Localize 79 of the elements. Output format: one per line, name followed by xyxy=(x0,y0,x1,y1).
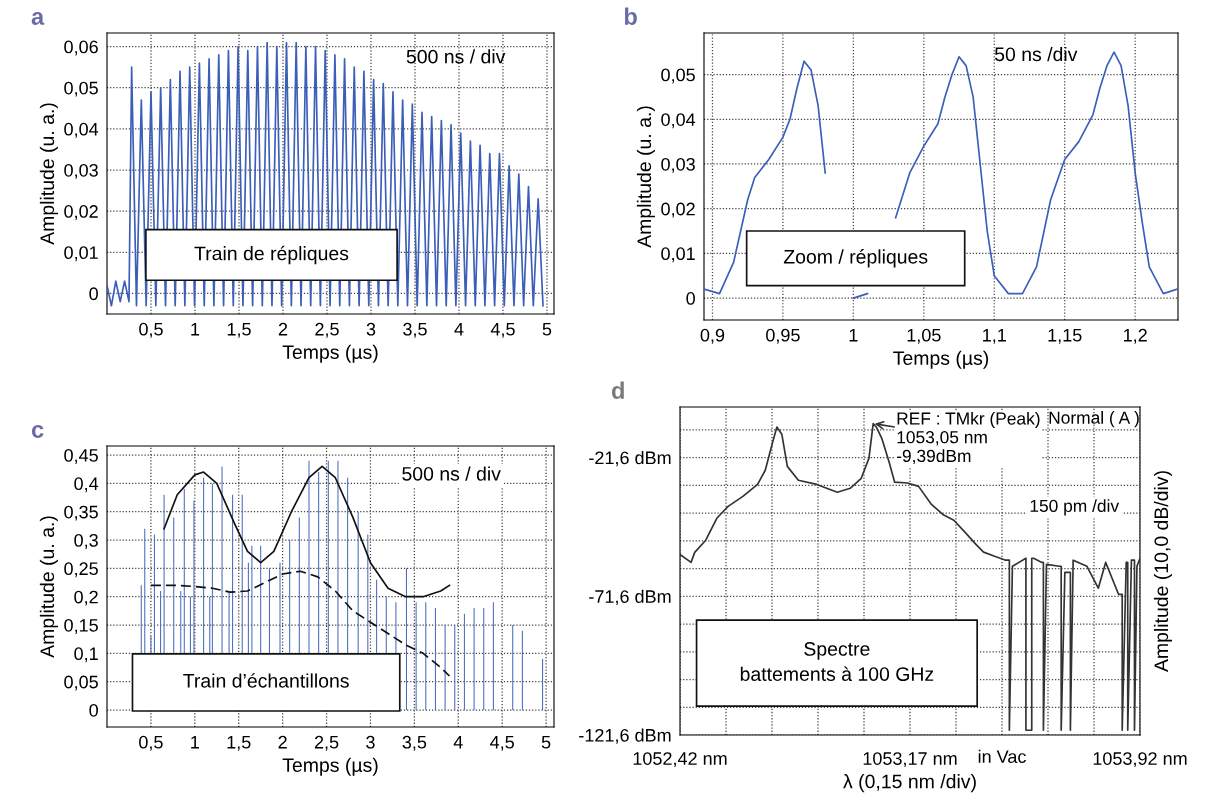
x-tick-label: 4 xyxy=(453,736,463,749)
y-axis-title: Amplitude (u. a.) xyxy=(39,103,58,245)
x-tick-label: 2 xyxy=(278,322,288,336)
annotation: 500 ns / div xyxy=(406,49,506,64)
x-tick-label: 3,5 xyxy=(402,735,427,751)
y-tick-label: 0,05 xyxy=(64,675,98,691)
chart-title: d xyxy=(611,381,624,399)
x-tick-label: 0,5 xyxy=(139,735,163,751)
x-axis-title: Temps (µs) xyxy=(282,344,378,363)
x-tick-label: 4,5 xyxy=(490,736,514,751)
y-tick-label: 0,15 xyxy=(64,618,98,634)
x-tick-label: 1053,92 nm xyxy=(1093,752,1187,768)
text: in Vac xyxy=(978,749,1026,764)
y-tick-label: 0,45 xyxy=(64,449,98,464)
x-tick-label: 3,5 xyxy=(403,322,427,338)
x-tick-label: 1,5 xyxy=(227,736,251,751)
y-tick-label: 0,02 xyxy=(661,202,695,218)
annotation: REF : TMkr (Peak) 1053,05 nm -9,39dBm xyxy=(896,411,1040,465)
x-tick-label: 1053,17 nm xyxy=(863,752,957,768)
x-tick-label: 1 xyxy=(191,323,200,336)
y-tick-label: 0,01 xyxy=(64,246,98,262)
annotation: 150 pm /div xyxy=(1030,499,1120,516)
y-tick-label: 0,4 xyxy=(74,477,99,493)
y-tick-label: 0,1 xyxy=(74,647,98,663)
y-tick-label: 0,25 xyxy=(64,562,98,578)
chart-title: c xyxy=(31,424,44,438)
annotation: Train d’échantillons xyxy=(183,673,349,688)
chart-title: a xyxy=(31,11,45,25)
y-tick-label: 0 xyxy=(686,292,695,305)
y-axis-title: Amplitude (u. a.) xyxy=(39,516,58,658)
annotation: Zoom / répliques xyxy=(783,249,928,268)
y-tick-label: 0,06 xyxy=(64,40,98,56)
annotation: Normal ( A ) xyxy=(1049,411,1139,428)
y-tick-label: 0,03 xyxy=(661,157,695,173)
x-tick-label: 1,05 xyxy=(907,328,941,344)
x-tick-label: 1 xyxy=(191,736,199,749)
annotation: 500 ns / div xyxy=(402,466,501,481)
x-tick-label: 5 xyxy=(541,736,551,749)
x-tick-label: 1,1 xyxy=(983,329,1006,344)
y-tick-label: -71,6 dBm xyxy=(589,589,671,606)
y-axis-title: Amplitude (10,0 dB/div) xyxy=(1153,471,1173,673)
x-tick-label: 2,5 xyxy=(314,735,339,751)
x-axis-title: λ (0,15 nm /div) xyxy=(843,774,976,793)
x-tick-label: 0,9 xyxy=(700,328,725,344)
annotation: Train de répliques xyxy=(194,245,349,265)
x-tick-label: 5 xyxy=(542,323,552,336)
x-tick-label: 1,2 xyxy=(1123,328,1147,344)
x-tick-label: 2,5 xyxy=(315,322,339,338)
annotation: Spectre battements à 100 GHz xyxy=(740,642,934,681)
y-tick-label: 0,01 xyxy=(661,247,695,263)
y-tick-label: 0,05 xyxy=(661,68,695,84)
y-axis-title: Amplitude (u. a.) xyxy=(636,106,655,248)
x-tick-label: 1,15 xyxy=(1048,329,1082,344)
x-tick-label: 4,5 xyxy=(490,323,515,338)
y-tick-label: 0,04 xyxy=(661,113,696,129)
y-tick-label: 0,04 xyxy=(64,122,99,138)
y-tick-label: -121,6 dBm xyxy=(579,728,671,744)
y-tick-label: 0,3 xyxy=(74,533,98,549)
y-tick-label: 0,02 xyxy=(64,205,98,220)
x-tick-label: 4 xyxy=(454,323,464,336)
y-tick-label: 0 xyxy=(89,703,98,717)
y-tick-label: -21,6 dBm xyxy=(589,450,671,467)
x-tick-label: 1,5 xyxy=(227,323,251,338)
x-tick-label: 0,5 xyxy=(139,322,163,338)
x-tick-label: 1 xyxy=(849,329,858,342)
y-tick-label: 0,03 xyxy=(64,163,98,179)
x-axis-title: Temps (µs) xyxy=(893,350,989,369)
y-tick-label: 0,05 xyxy=(64,81,98,97)
x-axis-title: Temps (µs) xyxy=(282,757,378,776)
x-tick-label: 3 xyxy=(366,735,375,749)
x-tick-label: 2 xyxy=(278,735,287,749)
y-tick-label: 0,35 xyxy=(64,505,98,521)
y-tick-label: 0 xyxy=(89,287,98,301)
y-tick-label: 0,2 xyxy=(74,590,98,606)
x-tick-label: 3 xyxy=(366,322,376,336)
x-tick-label: 1052,42 nm xyxy=(633,752,727,768)
chart-title: b xyxy=(624,7,637,25)
x-tick-label: 0,95 xyxy=(766,328,800,344)
annotation: 50 ns /div xyxy=(994,46,1078,62)
